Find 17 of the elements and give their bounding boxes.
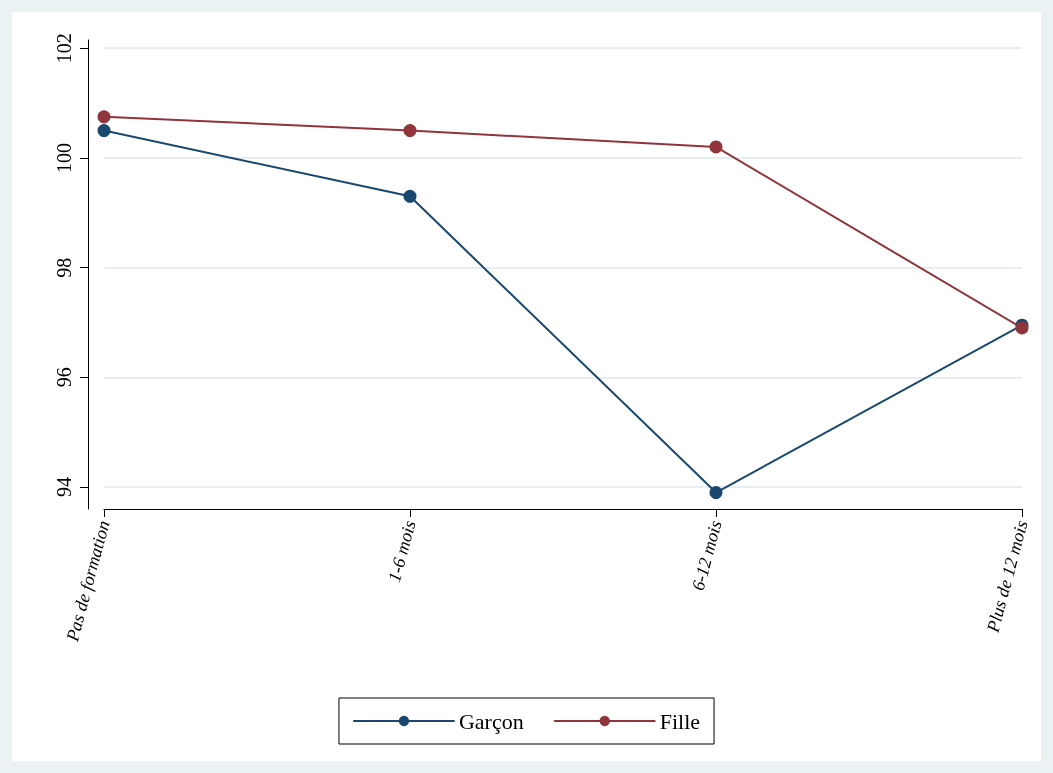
legend-label: Garçon: [458, 708, 524, 734]
y-tick-label: 94: [53, 477, 75, 498]
x-tick-label: Plus de 12 mois: [982, 518, 1032, 636]
y-tick-label: 98: [53, 257, 75, 278]
y-tick-label: 102: [53, 33, 75, 64]
x-tick-label: 6-12 mois: [687, 518, 726, 593]
y-tick-label: 100: [53, 142, 75, 173]
point: [403, 124, 417, 138]
point: [709, 486, 723, 500]
y-tick-label: 96: [53, 367, 75, 388]
x-tick-label: Pas de formation: [61, 518, 114, 645]
point: [403, 189, 417, 203]
point: [709, 140, 723, 154]
point: [97, 110, 111, 124]
point: [97, 124, 111, 138]
legend-label: Fille: [659, 708, 701, 734]
x-tick-label: 1-6 mois: [384, 518, 420, 584]
